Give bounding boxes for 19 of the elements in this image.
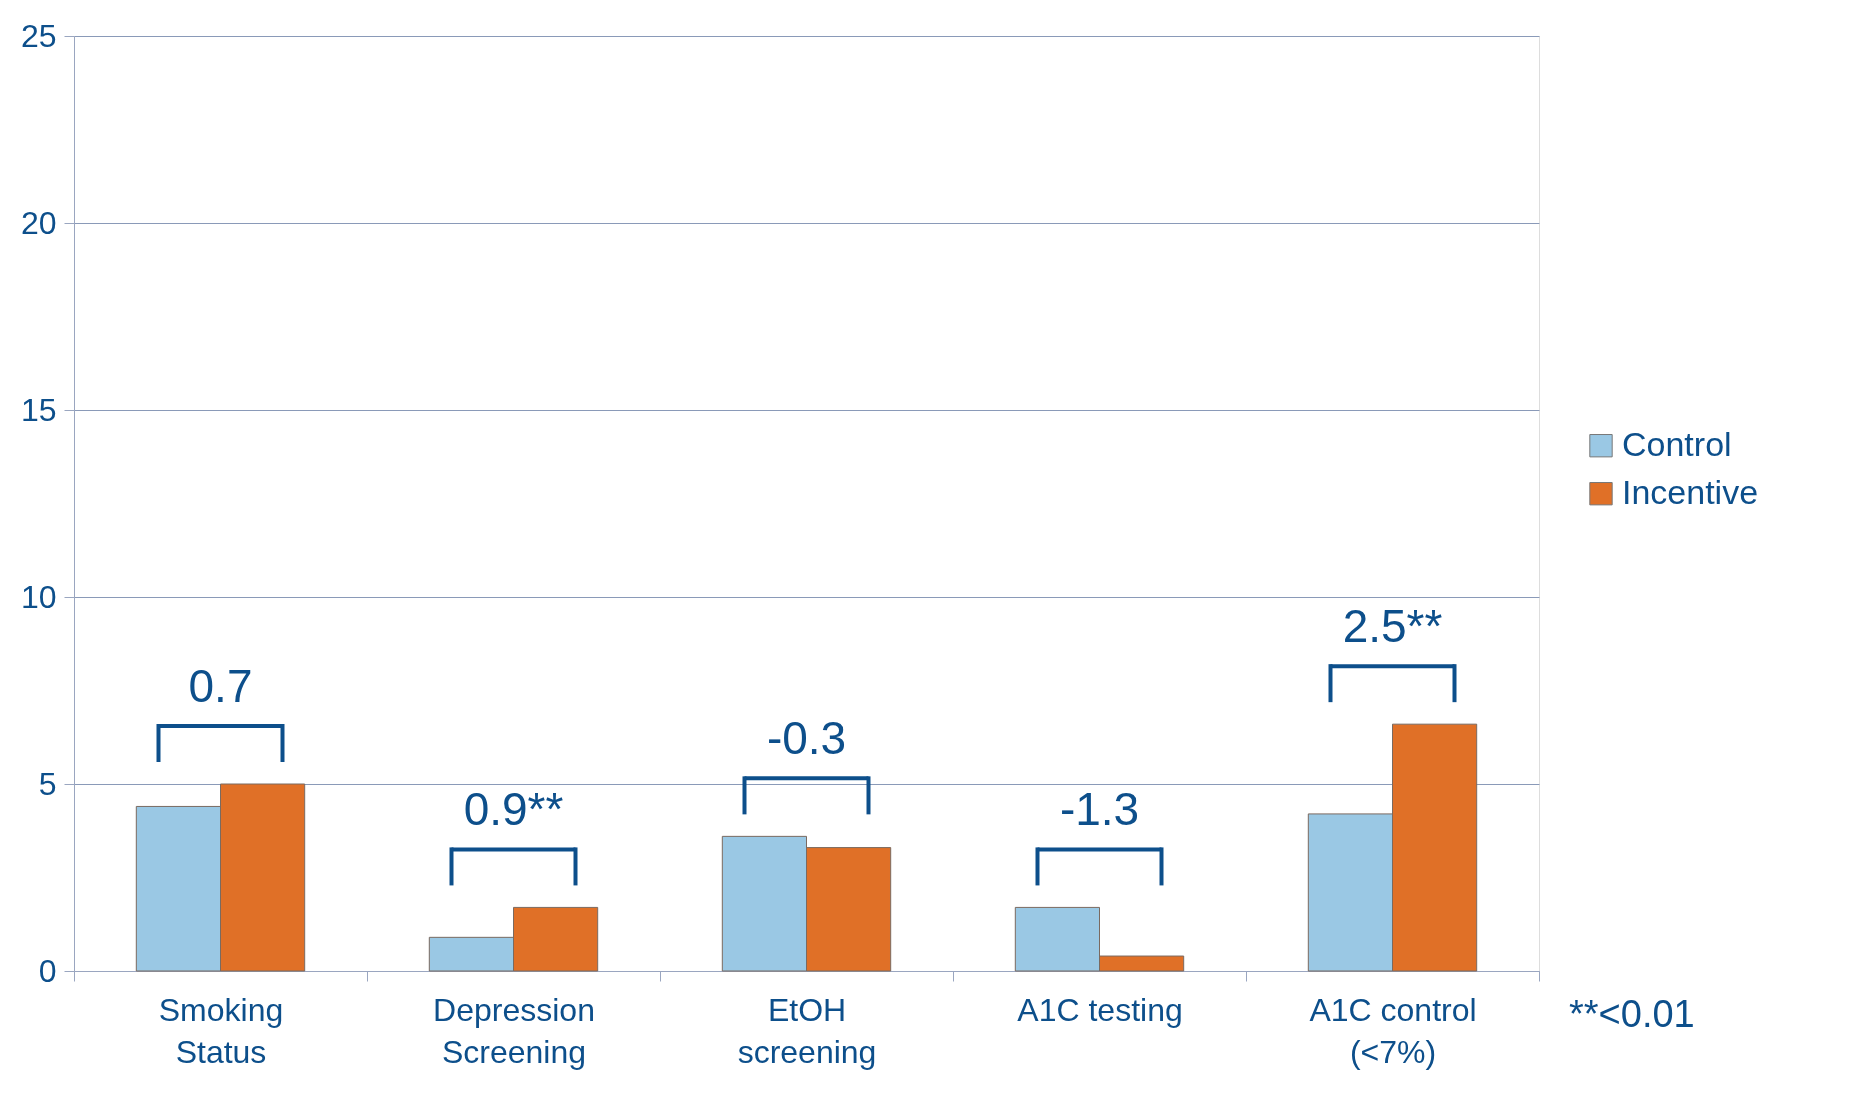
- annotation: 0.9**: [463, 783, 564, 836]
- annotation: 0.7: [188, 660, 253, 712]
- text: **<0.01: [1569, 993, 1695, 1035]
- y-tick-label: 15: [20, 391, 57, 428]
- y-tick-label: 0: [38, 952, 57, 989]
- annotation: 2.5**: [1342, 600, 1443, 653]
- x-tick-label: A1C control (<7%): [1309, 991, 1477, 1070]
- y-tick-label: 25: [20, 17, 57, 54]
- x-tick-label: Depression Screening: [433, 991, 595, 1070]
- annotation: -1.3: [1059, 783, 1140, 836]
- x-tick-label: EtOH screening: [737, 991, 877, 1070]
- y-tick-label: 10: [20, 578, 57, 615]
- annotation: -0.3: [766, 712, 847, 765]
- y-tick-label: 5: [38, 765, 57, 802]
- legend-label: Incentive: [1622, 472, 1759, 511]
- x-tick-label: A1C testing: [1017, 991, 1183, 1028]
- legend-label: Control: [1622, 424, 1732, 463]
- x-tick-label: Smoking Status: [158, 991, 284, 1070]
- y-tick-label: 20: [20, 204, 57, 241]
